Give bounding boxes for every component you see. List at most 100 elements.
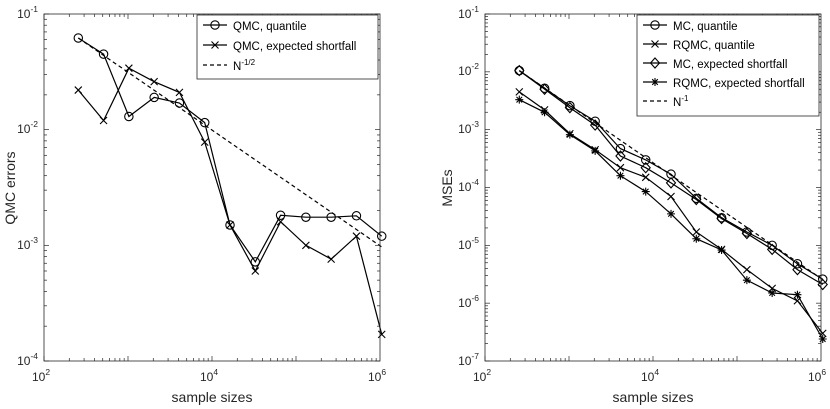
left-legend-label-2: QMC, expected shortfall — [233, 41, 356, 53]
right-y-tick-1: 10-7 — [458, 351, 479, 368]
right-legend-label-1: MC, quantile — [673, 21, 738, 33]
right-series-2-point — [793, 296, 802, 305]
left-series-2-point — [226, 221, 234, 229]
right-legend-label-5: N-1 — [673, 94, 689, 109]
right-series-3-point — [615, 150, 626, 162]
right-series-4-point — [818, 335, 827, 344]
left-y-axis-label: QMC errors — [2, 151, 18, 224]
right-axes-box — [484, 13, 822, 362]
left-y-tick-labels: 10-4 10-3 10-2 10-1 — [17, 4, 38, 368]
left-series-2-point — [327, 255, 336, 264]
right-series-4-point — [641, 187, 650, 196]
left-series-1-point — [250, 257, 261, 267]
right-x-tick-labels: 102 104 106 — [473, 367, 826, 384]
left-series-2-point — [377, 330, 386, 339]
right-series-3-point — [792, 263, 803, 276]
right-series-markers — [514, 64, 828, 344]
right-series-2-point — [667, 192, 675, 201]
right-x-tick-2: 104 — [641, 367, 659, 384]
right-series-4-point — [692, 234, 701, 243]
right-series-2-point — [616, 163, 625, 172]
right-series-line-1 — [518, 70, 824, 280]
right-series-4-point — [717, 246, 726, 255]
right-series-4-point — [667, 209, 676, 218]
right-series-1-point — [565, 100, 575, 111]
right-y-axis-label: MSEs — [439, 169, 455, 206]
right-legend-marker-1 — [650, 20, 660, 30]
right-legend-marker-3 — [649, 57, 661, 69]
right-series-3-point — [691, 193, 702, 206]
left-series-1-point — [275, 210, 286, 221]
left-series-1-point — [98, 49, 109, 59]
right-series-3-point — [716, 212, 727, 225]
left-series-2-point — [99, 116, 108, 125]
left-series-1-point — [124, 111, 134, 122]
left-series-2-point — [150, 77, 159, 86]
right-legend-marker-4 — [651, 78, 659, 86]
left-series-2-point — [200, 138, 209, 147]
left-series-1-point — [174, 98, 185, 108]
left-series-1-point — [351, 211, 362, 221]
right-series-3-point — [665, 177, 677, 189]
right-y-tick-2: 10-6 — [458, 293, 479, 310]
right-series-4-point — [742, 276, 751, 285]
right-series-1-point — [590, 116, 600, 126]
right-series-2-point — [818, 329, 827, 338]
right-x-axis-label: sample sizes — [613, 389, 694, 405]
right-series-2-point — [692, 228, 701, 236]
left-legend: QMC, quantile QMC, expected shortfall N-… — [196, 14, 379, 80]
left-y-tick-2: 10-3 — [17, 235, 38, 252]
right-legend-box — [636, 14, 820, 117]
left-series-1-point — [326, 212, 336, 222]
left-series-2-point — [175, 88, 184, 97]
right-series-1-point — [792, 259, 803, 269]
right-legend-label-4: RQMC, expected shortfall — [673, 78, 805, 90]
left-legend-label-3: N-1/2 — [233, 58, 256, 73]
right-series-3-point — [514, 64, 525, 77]
left-legend-label-1: QMC, quantile — [233, 21, 307, 33]
right-series-line-5 — [518, 70, 824, 281]
right-series-2-point — [641, 173, 650, 182]
left-series-1-point — [149, 92, 159, 103]
right-y-tick-6: 10-2 — [458, 61, 479, 78]
right-series-1-point — [640, 155, 651, 165]
right-y-tick-3: 10-5 — [458, 235, 479, 252]
left-x-tick-labels: 102 104 106 — [32, 367, 386, 384]
left-y-tick-4: 10-1 — [17, 4, 38, 21]
right-x-tick-1: 102 — [473, 367, 491, 384]
right-series-4-point — [591, 146, 600, 155]
right-legend-marker-2 — [651, 40, 659, 48]
right-y-tick-labels: 10-7 10-6 10-5 10-4 10-3 10-2 10-1 — [458, 4, 479, 368]
right-legend: MC, quantile RQMC, quantile MC, expected… — [636, 14, 820, 117]
left-series-2-point — [124, 64, 133, 73]
right-y-tick-4: 10-4 — [458, 177, 479, 194]
left-x-tick-1: 102 — [32, 367, 50, 384]
left-series-2-point — [301, 241, 310, 250]
left-legend-marker-2 — [211, 41, 219, 49]
right-y-tick-7: 10-1 — [458, 4, 479, 21]
right-series-3-point — [766, 243, 778, 256]
left-panel: 10-4 10-3 10-2 10-1 102 104 106 sample s… — [2, 4, 387, 405]
right-series-1-point — [615, 143, 626, 154]
right-series-4-point — [616, 171, 625, 180]
right-series-3-point — [589, 119, 601, 131]
right-series-2-point — [742, 265, 751, 274]
left-axes-box — [43, 13, 381, 362]
left-series-2-point — [251, 267, 260, 275]
right-series-4-point — [768, 288, 777, 297]
left-y-tick-1: 10-4 — [17, 351, 38, 368]
left-series-1-point — [301, 212, 311, 222]
left-x-tick-3: 106 — [368, 367, 386, 384]
left-x-tick-2: 104 — [200, 367, 218, 384]
right-legend-label-3: MC, expected shortfall — [673, 59, 787, 71]
right-series-4-point — [565, 130, 574, 139]
right-series-4-point — [515, 95, 524, 104]
left-series-line-3 — [77, 37, 383, 248]
left-series-1-point — [376, 231, 387, 241]
left-series-2-point — [352, 232, 361, 241]
right-series-2-point — [515, 88, 524, 96]
left-series-1-point — [199, 117, 210, 128]
right-series-3-point — [640, 161, 651, 174]
right-legend-swatches — [643, 20, 667, 102]
